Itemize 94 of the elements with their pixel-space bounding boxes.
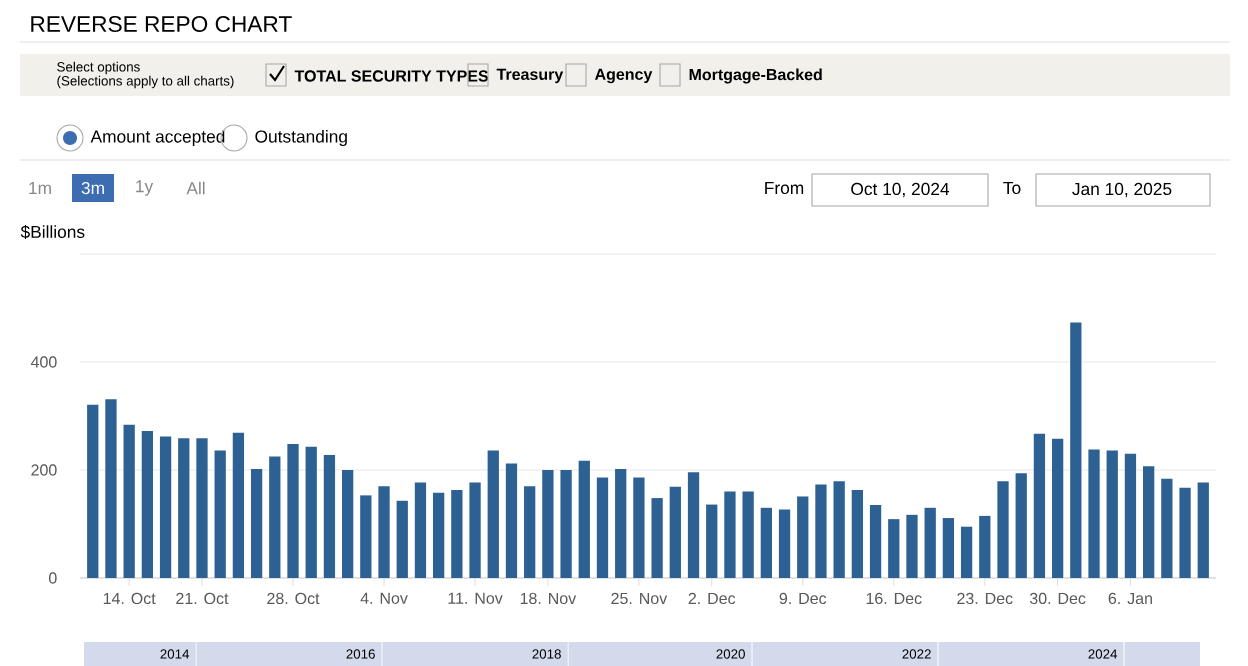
text: From [765, 181, 804, 194]
x-tick-label: 2. Dec [688, 592, 736, 604]
text: 1y [136, 180, 154, 196]
bar [1197, 482, 1209, 578]
bar [906, 514, 918, 578]
bar [651, 497, 663, 578]
bar [742, 491, 754, 578]
bar [524, 485, 536, 578]
bar [505, 463, 518, 578]
x-tick-label: 6. Jan [1108, 592, 1152, 604]
bar [942, 517, 955, 578]
text: TOTAL SECURITY TYPES [294, 70, 488, 82]
bar [1088, 449, 1100, 578]
text: All [186, 181, 205, 195]
bar [615, 468, 627, 578]
text: Mortgage-Backed [689, 68, 822, 84]
bar [724, 491, 736, 578]
text: 1m [29, 181, 51, 194]
x-tick-label: 16. Dec [866, 592, 922, 604]
bar [414, 482, 427, 578]
bar [778, 509, 791, 578]
bar [1179, 487, 1191, 578]
text: Agency [594, 68, 653, 83]
bar [1051, 438, 1064, 578]
x-tick-label: 25. Nov [611, 592, 668, 604]
bar [979, 515, 991, 578]
x-tick-label: 9. Dec [779, 592, 827, 604]
bar [1106, 450, 1118, 578]
bar [851, 489, 864, 578]
bar [250, 468, 263, 578]
bar [178, 437, 190, 578]
x-tick-label: 28. Oct [267, 592, 320, 604]
bar [997, 481, 1009, 578]
bar [141, 430, 154, 578]
bar [378, 485, 390, 578]
bar [706, 504, 718, 578]
bar [687, 471, 700, 578]
bar [123, 424, 135, 578]
bar [360, 495, 372, 578]
bar [232, 432, 245, 578]
text: Jan 10, 2025 [1072, 182, 1172, 197]
bar [924, 507, 936, 578]
x-tick-label: 18. Nov [520, 592, 577, 604]
text: Outstanding [255, 129, 347, 146]
bar [487, 450, 499, 578]
text: To [1003, 181, 1021, 194]
bar [287, 443, 299, 578]
text: Amount accepted [90, 129, 225, 146]
bar [1070, 322, 1082, 578]
x-tick-label: 21. Oct [176, 592, 229, 604]
text: Treasury [496, 68, 564, 83]
text: 3m [81, 181, 104, 194]
y-tick-label: 0 [48, 572, 57, 584]
bar [596, 477, 609, 578]
bar [469, 482, 481, 578]
bar [669, 486, 681, 578]
bar [433, 492, 445, 578]
bar [269, 456, 281, 578]
bar [1143, 465, 1155, 578]
bar [214, 450, 226, 578]
y-axis-title: $Billions [20, 224, 85, 239]
y-tick-label: 400 [30, 356, 57, 368]
y-tick-label: 200 [31, 464, 57, 476]
bar [869, 504, 882, 578]
bar [105, 399, 117, 578]
bar [833, 481, 845, 578]
bar [960, 526, 973, 578]
x-tick-label: 30. Dec [1029, 592, 1086, 604]
bar [578, 460, 590, 578]
bar [633, 477, 645, 578]
bar [196, 437, 208, 578]
bar [815, 484, 827, 578]
bar [1033, 433, 1046, 578]
x-tick-label: 4. Nov [360, 592, 408, 604]
bar [888, 518, 900, 578]
bar [396, 500, 408, 578]
bar [159, 436, 172, 578]
x-tick-label: 11. Nov [448, 592, 503, 604]
bar [560, 469, 572, 578]
text: Oct 10, 2024 [851, 182, 950, 197]
bar [542, 469, 554, 578]
bar [451, 489, 463, 578]
bar [323, 454, 336, 578]
bar [87, 404, 99, 578]
x-tick-label: 23. Dec [957, 592, 1013, 604]
chart-title: REVERSE REPO CHART [31, 15, 292, 32]
bar [305, 446, 317, 578]
bar [341, 469, 354, 578]
bar [760, 507, 772, 578]
bar [1015, 472, 1027, 578]
bar [1124, 453, 1137, 578]
bar [797, 496, 809, 578]
bar [1161, 478, 1173, 578]
x-tick-label: 14. Oct [103, 592, 156, 604]
